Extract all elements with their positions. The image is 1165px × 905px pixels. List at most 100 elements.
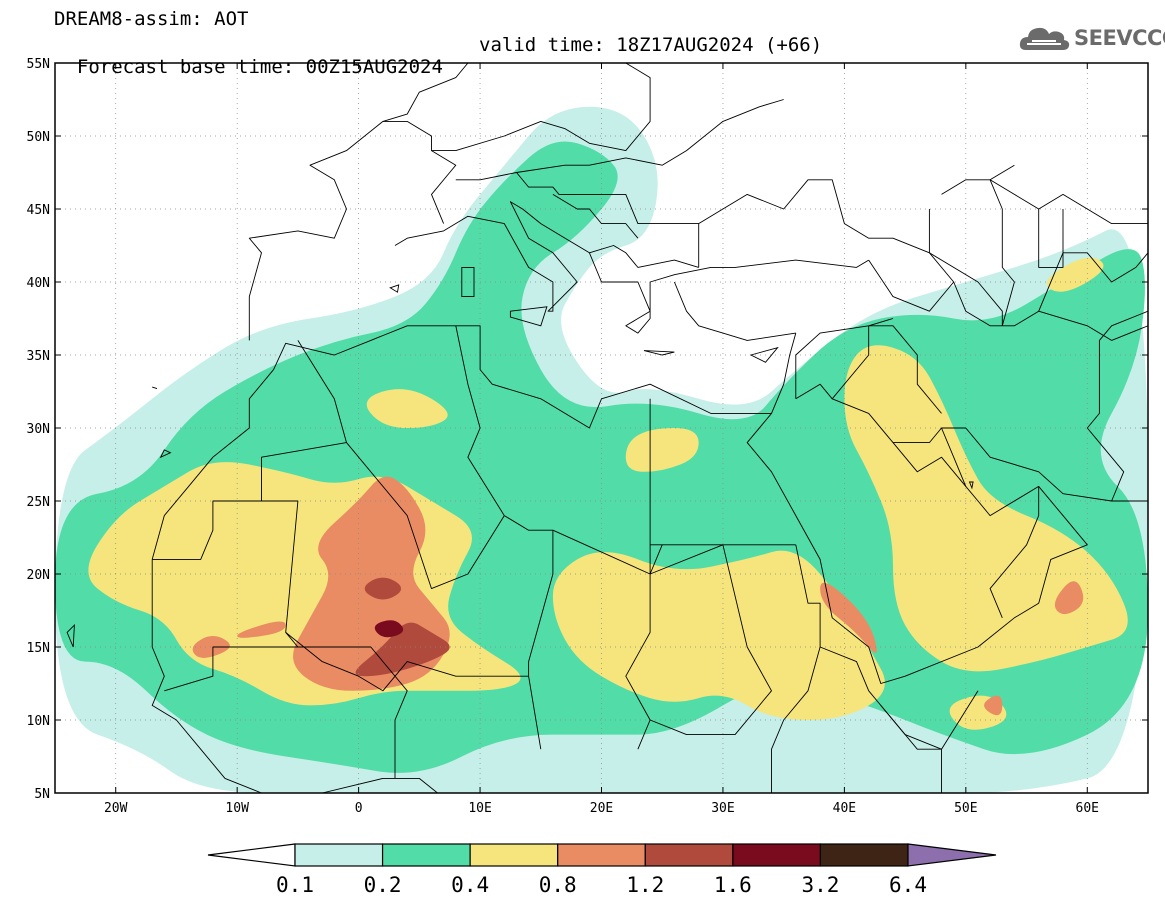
border-line-4 <box>394 201 869 334</box>
aot-region-14 <box>1054 581 1084 615</box>
aot-region-7 <box>1046 257 1104 292</box>
border-line-28 <box>1099 310 1148 341</box>
island-outline-6 <box>152 386 158 390</box>
colorbar-swatch <box>469 843 559 867</box>
aot-region-11 <box>237 621 286 638</box>
colorbar-level-label: 0.1 <box>276 873 314 897</box>
island-outline-5 <box>159 449 172 459</box>
seevccc-logo: SEEVCCC <box>1018 22 1165 54</box>
colorbar-level-label: 0.8 <box>539 873 577 897</box>
aot-region-16 <box>364 577 402 600</box>
colorbar-level-label: 1.6 <box>714 873 752 897</box>
island-outline-2 <box>643 350 675 356</box>
colorbar-swatch <box>381 843 471 867</box>
border-line-11 <box>346 442 505 590</box>
aot-region-3 <box>552 550 885 720</box>
aot-region-13 <box>984 695 1003 716</box>
border-line-26 <box>989 486 1040 618</box>
aot-region-15 <box>355 622 450 677</box>
island-outline-4 <box>968 481 974 490</box>
valid-time: valid time: 18Z17AUG2024 (+66) <box>479 34 823 56</box>
border-line-5 <box>673 281 796 341</box>
island-outline-8 <box>66 623 75 648</box>
border-line-14 <box>285 632 542 750</box>
border-line-34 <box>382 120 457 224</box>
lon-tick-label: 60E <box>1076 801 1099 816</box>
colorbar-swatch <box>557 843 646 867</box>
aot-region-17 <box>374 620 404 638</box>
lat-tick-label: 30N <box>27 422 50 437</box>
border-line-19 <box>649 544 772 736</box>
border-line-16 <box>625 574 651 750</box>
colorbar-swatch <box>294 843 384 867</box>
lon-tick-label: 20W <box>104 801 128 816</box>
aot-region-5 <box>625 428 699 472</box>
border-line-30 <box>431 63 651 152</box>
border-line-23 <box>831 325 942 414</box>
forecast-times: Forecast base time: 00Z15AUG2024 valid t… <box>54 34 822 100</box>
border-line-13 <box>297 646 408 779</box>
lat-tick-label: 55N <box>27 57 50 72</box>
lon-tick-label: 30E <box>711 801 734 816</box>
border-line-33 <box>589 245 699 268</box>
border-line-6 <box>868 259 1148 341</box>
axis-ticks: 55N 50N 45N 40N 35N 30N 25N 20N 15N 10N 5N 20W 10W 0 1… <box>27 57 1148 816</box>
border-line-25 <box>892 442 967 487</box>
colorbar-swatch <box>644 843 734 867</box>
lat-tick-label: 20N <box>27 568 50 583</box>
border-line-21 <box>880 690 979 750</box>
border-line-32 <box>552 194 639 239</box>
border-line-1 <box>151 325 797 560</box>
lon-tick-label: 10W <box>225 801 249 816</box>
lon-tick-label: 20E <box>590 801 613 816</box>
border-line-27 <box>1086 340 1125 502</box>
lat-tick-label: 40N <box>27 276 50 291</box>
lat-tick-label: 15N <box>27 641 50 656</box>
border-line-18 <box>771 544 821 793</box>
colorbar-level-label: 0.2 <box>364 873 402 897</box>
border-line-29 <box>455 99 784 181</box>
colorbar-level-label: 3.2 <box>801 873 839 897</box>
aot-region-6 <box>366 389 448 428</box>
lat-tick-label: 5N <box>34 787 50 802</box>
chart-title: DREAM8-assim: AOT <box>54 8 249 30</box>
lon-tick-label: 50E <box>954 801 977 816</box>
border-line-3 <box>248 63 469 341</box>
forecast-base-time: Forecast base time: 00Z15AUG2024 <box>76 56 443 78</box>
lat-tick-label: 50N <box>27 130 50 145</box>
border-line-22 <box>795 383 942 444</box>
colorbar-level-label: 1.2 <box>626 873 664 897</box>
island-outline-7 <box>389 284 400 293</box>
border-line-2 <box>746 413 1148 684</box>
border-line-31 <box>516 172 699 225</box>
island-outline-0 <box>461 266 475 298</box>
island-outline-1 <box>509 306 548 327</box>
border-line-35 <box>989 164 1015 326</box>
lat-tick-label: 45N <box>27 203 50 218</box>
border-line-24 <box>795 318 894 399</box>
border-line-36 <box>1038 252 1148 312</box>
country-borders <box>66 63 1148 793</box>
colorbar-level-label: 0.4 <box>451 873 489 897</box>
colorbar-swatch <box>819 843 909 867</box>
lon-tick-label: 40E <box>833 801 856 816</box>
island-outline-3 <box>749 346 779 363</box>
lat-tick-label: 25N <box>27 495 50 510</box>
aot-contour-fills <box>55 106 1148 793</box>
lat-tick-label: 10N <box>27 714 50 729</box>
lat-tick-label: 35N <box>27 349 50 364</box>
border-line-0 <box>151 559 468 793</box>
border-line-38 <box>1038 209 1064 268</box>
logo-text: SEEVCCC <box>1074 26 1165 50</box>
colorbar-swatch <box>732 843 822 867</box>
border-line-7 <box>698 179 955 283</box>
colorbar-under-arrow <box>207 843 296 867</box>
border-line-9 <box>455 325 796 575</box>
border-line-37 <box>941 179 1148 225</box>
aot-colorbar: 0.1 0.2 0.4 0.8 1.2 1.6 3.2 6.4 <box>207 843 997 897</box>
colorbar-over-arrow <box>907 843 997 867</box>
lon-tick-label: 10E <box>468 801 491 816</box>
lon-tick-label: 0 <box>355 801 363 816</box>
aot-region-10 <box>192 636 230 658</box>
